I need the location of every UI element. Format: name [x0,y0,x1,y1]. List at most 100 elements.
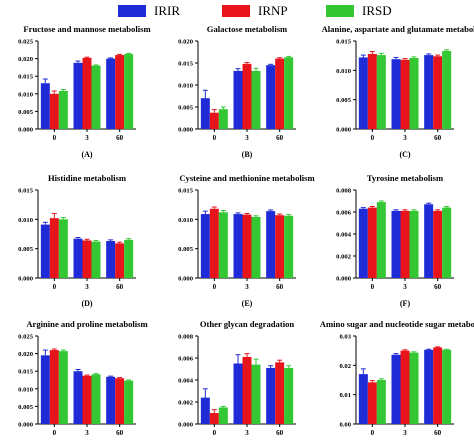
x-tick-label: 0 [213,134,217,142]
panel-title: Fructose and mannose metabolism [23,24,151,34]
bar-irir [200,214,210,278]
panel-title: Histidine metabolism [48,173,127,183]
bar-irsd [376,202,386,278]
y-tick-label: 0.008 [178,334,194,341]
panel-label: (B) [242,150,253,159]
bar-irsd [218,109,228,129]
y-tick-label: 0.015 [178,188,194,195]
bar-irsd [218,407,228,424]
y-tick-label: 0.005 [18,404,34,411]
x-tick-label: 0 [213,429,217,437]
bar-irir [358,57,368,129]
bar-irnp [115,378,125,424]
x-tick-label: 60 [116,283,124,291]
x-tick-label: 0 [213,283,217,291]
bar-irnp [400,59,410,130]
bar-irnp [242,214,252,278]
bar-irsd [376,55,386,129]
bar-irsd [218,212,228,278]
x-tick-label: 60 [276,283,284,291]
bar-irsd [124,239,134,278]
bar-irsd [409,210,419,278]
x-tick-label: 0 [371,134,375,142]
y-tick-label: 0.010 [18,386,34,393]
y-tick-label: 0.000 [336,276,352,283]
legend-swatch-irsd [326,5,354,17]
y-tick-label: 0.004 [336,232,352,239]
bar-irsd [58,351,68,424]
bar-irsd [251,216,261,278]
y-tick-label: 0.005 [178,246,194,253]
y-tick-label: 0.000 [178,127,194,134]
x-tick-label: 0 [371,429,375,437]
y-tick-label: 0.000 [18,422,34,429]
chart-panel-g: Arginine and proline metabolism 0.000 0.00… [18,319,148,437]
bar-irsd [442,349,452,424]
chart-panel-d: Histidine metabolism 0.000 0.005 0.010 0.015… [18,173,136,308]
bar-irnp [209,413,219,424]
chart-legend: IRIR IRNP IRSD [0,0,474,22]
y-tick-label: 0.00 [339,422,351,429]
x-tick-label: 3 [245,283,249,291]
y-tick-label: 0.020 [178,39,194,46]
y-tick-label: 0.010 [18,217,34,224]
panel-label: (A) [81,150,92,159]
panel-title: Amino sugar and nucleotide sugar metabol… [320,319,474,329]
x-tick-label: 60 [434,134,442,142]
y-tick-label: 0.004 [178,378,194,385]
bar-irir [40,224,50,278]
y-tick-label: 0.005 [178,105,194,112]
y-tick-label: 0.03 [339,334,351,341]
bar-irsd [442,207,452,278]
bar-irnp [433,347,443,424]
y-tick-label: 0.000 [178,276,194,283]
bar-irir [391,59,401,129]
y-tick-label: 0.015 [18,369,34,376]
bar-irnp [242,356,252,424]
x-tick-label: 0 [53,283,57,291]
bar-irir [200,397,210,424]
bar-irnp [242,63,252,129]
bar-irsd [124,54,134,129]
bar-irir [233,70,243,129]
legend-item-irir: IRIR [118,3,180,18]
bar-irir [106,58,116,129]
bar-irir [73,62,83,129]
y-tick-label: 0.005 [336,97,352,104]
bar-irir [424,55,434,129]
panel-label: (D) [81,299,92,308]
y-tick-label: 0.010 [178,83,194,90]
bar-irnp [433,56,443,129]
x-tick-label: 3 [403,283,407,291]
x-tick-label: 0 [53,429,57,437]
y-tick-label: 0.025 [18,334,34,341]
panel-label: (C) [399,150,410,159]
bar-irir [358,208,368,278]
bar-irsd [409,58,419,129]
bar-irnp [82,240,92,278]
x-tick-label: 60 [116,134,124,142]
y-tick-label: 0.01 [339,392,351,399]
panel-title: Alanine, aspartate and glutamate metabol… [322,24,474,34]
y-tick-label: 0.005 [18,246,34,253]
bar-irir [266,65,276,129]
y-tick-label: 0.015 [178,61,194,68]
bar-irsd [251,364,261,424]
y-tick-label: 0.008 [336,188,352,195]
y-tick-label: 0.010 [178,217,194,224]
x-tick-label: 3 [403,429,407,437]
y-tick-label: 0.006 [178,356,194,363]
panel-label: (E) [242,299,253,308]
bar-irnp [275,215,285,278]
x-tick-label: 3 [245,134,249,142]
y-tick-label: 0.020 [18,56,34,63]
bar-irnp [49,350,59,424]
bar-irnp [275,362,285,424]
bar-irnp [49,218,59,278]
chart-panel-h: Other glycan degradation 0.000 0.002 0.004 0… [178,319,296,437]
chart-panel-a: Fructose and mannose metabolism 0.000 0.00… [18,24,151,159]
y-tick-label: 0.006 [336,210,352,217]
bar-irir [73,371,83,424]
bar-irir [40,83,50,129]
